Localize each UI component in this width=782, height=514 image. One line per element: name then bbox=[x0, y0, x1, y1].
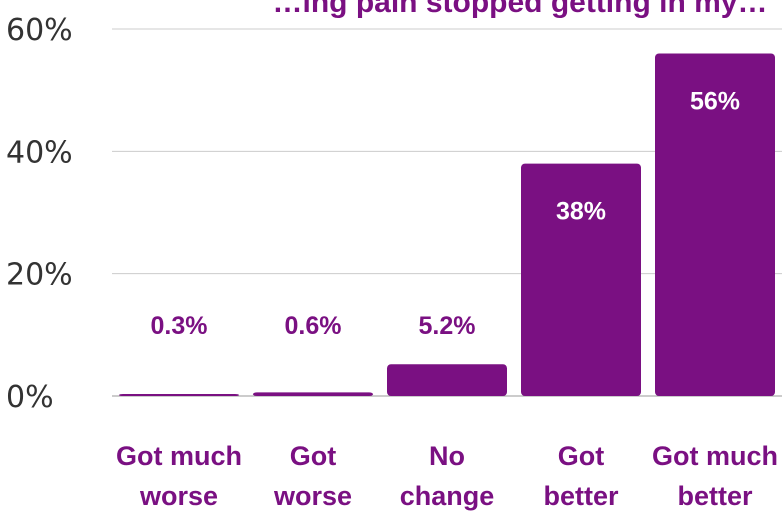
chart-title: …ing pain stopped getting in my… bbox=[273, 0, 768, 19]
bar bbox=[387, 364, 507, 396]
category-label: worse bbox=[139, 481, 218, 511]
y-tick-label: 20% bbox=[6, 258, 73, 293]
bar bbox=[521, 163, 641, 396]
category-label: worse bbox=[273, 481, 352, 511]
bar bbox=[119, 394, 239, 396]
data-label: 56% bbox=[690, 87, 740, 115]
category-label: No bbox=[429, 441, 465, 471]
data-label: 5.2% bbox=[419, 312, 476, 340]
category-label: better bbox=[677, 481, 753, 511]
y-tick-label: 0% bbox=[6, 380, 54, 415]
y-tick-label: 60% bbox=[6, 13, 73, 48]
category-label: Got much bbox=[652, 441, 778, 471]
bar bbox=[253, 392, 373, 396]
data-label: 0.6% bbox=[285, 312, 342, 340]
bar bbox=[655, 53, 775, 396]
y-tick-label: 40% bbox=[6, 135, 73, 170]
data-label: 38% bbox=[556, 198, 606, 226]
category-label: Got bbox=[558, 441, 605, 471]
data-label: 0.3% bbox=[151, 312, 208, 340]
category-label: Got much bbox=[116, 441, 242, 471]
category-label: Got bbox=[290, 441, 337, 471]
category-label: change bbox=[400, 481, 495, 511]
category-label: better bbox=[543, 481, 619, 511]
